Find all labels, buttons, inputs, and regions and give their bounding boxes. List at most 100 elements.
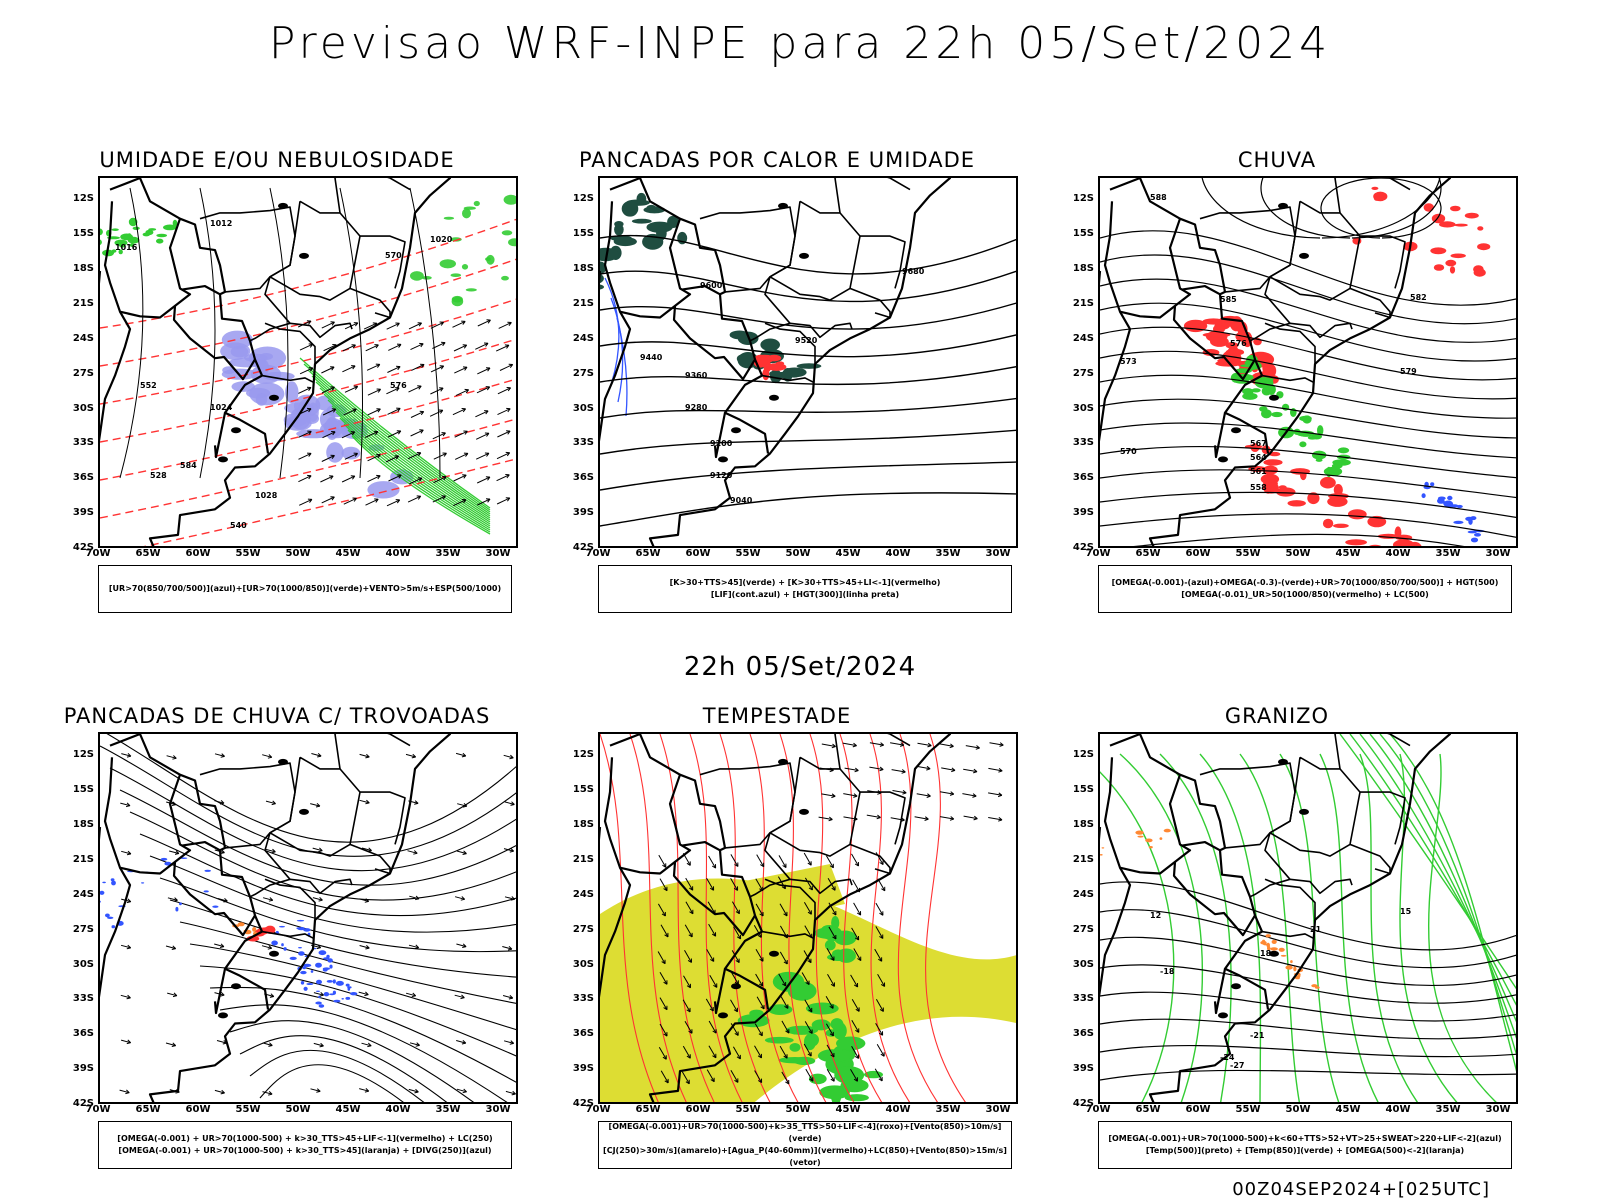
wind850-vectors-arrowhead	[736, 934, 742, 940]
country-border	[100, 867, 132, 998]
wind850-vectors-arrow	[684, 924, 693, 938]
contour-label: 1024	[210, 403, 233, 412]
rain-red-patch	[1263, 482, 1279, 494]
streamline-850-line	[897, 734, 939, 1102]
streamline-arrows-arrowhead	[126, 1039, 132, 1045]
wind850-vectors-arrow	[939, 743, 954, 747]
lon-tick-label: 40W	[885, 548, 911, 559]
contour-label: 9600	[700, 281, 723, 290]
wind-vectors-arrow	[432, 495, 446, 503]
lake	[278, 202, 288, 209]
divergence-blue-patch	[283, 947, 287, 951]
wind850-vectors-arrowhead	[759, 911, 764, 917]
wind-vectors-arrow	[343, 497, 357, 505]
lake	[731, 427, 741, 434]
wind850-vectors-arrowhead	[830, 956, 835, 961]
rain-green-patch	[1266, 384, 1276, 395]
wind-vectors-arrow	[495, 344, 510, 352]
streamline-arrows-arrow	[313, 1042, 324, 1047]
wind850-vectors-arrowhead	[785, 1029, 790, 1034]
wind850-vectors-arrow	[753, 925, 762, 938]
wind850-vectors-arrow	[685, 901, 694, 915]
temp850-contour-line	[1349, 734, 1516, 1006]
divergence-blue-patch	[310, 970, 314, 973]
wind-vectors-arrowhead	[353, 452, 358, 457]
wind850-green-patch	[819, 1085, 850, 1100]
wind850-vectors-arrow	[988, 817, 1003, 821]
streamline-arrows-arrowhead	[411, 992, 417, 998]
wind-vectors-arrowhead	[373, 430, 379, 436]
wind850-vectors-arrow	[825, 996, 834, 1009]
wind850-vectors-arrowhead	[879, 766, 884, 772]
wind-vectors-arrow	[454, 430, 468, 438]
divergence-blue-patch	[303, 986, 308, 991]
state-border	[249, 832, 291, 898]
wind-vectors-arrow	[366, 363, 381, 371]
wind850-vectors-arrowhead	[808, 1029, 813, 1034]
rain-blue-patch	[1430, 482, 1435, 487]
country-border	[1172, 861, 1256, 937]
lat-tick-label: 39S	[1072, 1063, 1094, 1075]
panel-legend: [OMEGA(-0.001)+UR>70(1000-500)+k>35_TTS>…	[598, 1121, 1012, 1169]
wind850-vectors-arrowhead	[855, 1028, 860, 1033]
temp850-contour-line	[1119, 753, 1204, 1102]
wind-vectors-arrowhead	[396, 430, 402, 435]
panel-legend: [OMEGA(-0.001)-(azul)+OMEGA(-0.3)-(verde…	[1098, 565, 1512, 613]
streamline-arrows-arrowhead	[411, 753, 417, 759]
wind850-green-patch	[787, 981, 817, 1001]
contour-label: 576	[390, 381, 407, 390]
wind850-vectors-arrowhead	[713, 983, 718, 988]
country-border	[1100, 867, 1132, 998]
wind850-vectors-arrow	[681, 1071, 690, 1085]
state-border	[761, 374, 815, 384]
lat-tick-label: 39S	[72, 507, 94, 519]
humidity-low-levels-line	[315, 381, 491, 517]
contour-label: 579	[1400, 367, 1417, 376]
state-border	[289, 322, 353, 339]
state-border	[1249, 276, 1291, 342]
heat-showers-green-patch	[600, 247, 619, 262]
divergence-blue-patch	[100, 900, 101, 903]
wind850-vectors-arrow	[684, 950, 692, 963]
streamline-line	[100, 745, 516, 857]
omega-orange-patch	[1270, 947, 1278, 951]
wind-vectors-arrowhead	[417, 477, 423, 482]
streamline-arrows-arrowhead	[414, 895, 420, 901]
lon-tick-label: 60W	[185, 548, 211, 559]
wind-vectors-arrowhead	[484, 410, 489, 415]
hgt300-contour-line	[600, 302, 1016, 330]
wind850-vectors-arrowhead	[662, 863, 667, 868]
streamline-arrows-arrow	[214, 1089, 225, 1094]
contour-label: 582	[1410, 293, 1427, 302]
lon-tick-label: 40W	[1385, 1104, 1411, 1115]
wind850-vectors-arrowhead	[805, 980, 810, 986]
humidity-low-atlantic-patch	[450, 273, 462, 277]
wind850-vectors-arrow	[659, 878, 668, 891]
heat-showers-green-patch	[782, 367, 807, 378]
streamline-arrows-arrow	[167, 897, 178, 901]
temp850-contour-line	[1100, 771, 1175, 1102]
wind-vectors-arrow	[321, 321, 335, 329]
streamline-arrows-arrowhead	[267, 754, 273, 759]
hgt500-contour-line	[1100, 469, 1516, 499]
wind-vectors-arrowhead	[395, 499, 401, 504]
wind-vectors-arrow	[321, 455, 335, 462]
wind-vectors-arrow	[475, 342, 489, 350]
streamline-arrows-arrow	[503, 754, 514, 759]
wind850-vectors-arrowhead	[807, 1052, 812, 1057]
country-border	[181, 841, 221, 852]
temp500-contour-line	[1100, 1044, 1516, 1058]
streamline-arrows-arrowhead	[219, 800, 225, 805]
streamline-arrows-arrowhead	[509, 754, 514, 760]
temp500-contour-line	[1100, 881, 1516, 951]
wind-vectors-arrowhead	[483, 342, 489, 347]
streamline-arrows-arrowhead	[319, 1042, 324, 1048]
wind850-green-patch	[844, 1094, 869, 1102]
humidity-low-andes-patch	[172, 219, 178, 227]
temp850-contour-line	[1239, 753, 1301, 1102]
wind-vectors-arrowhead	[376, 474, 381, 480]
divergence-blue-patch	[281, 943, 284, 947]
hgt300-contour-line	[600, 334, 1016, 358]
panel-pancadas-calor: PANCADAS POR CALOR E UMIDADE 12S 15S 18S 21S…	[542, 148, 1018, 628]
country-border	[600, 867, 632, 998]
